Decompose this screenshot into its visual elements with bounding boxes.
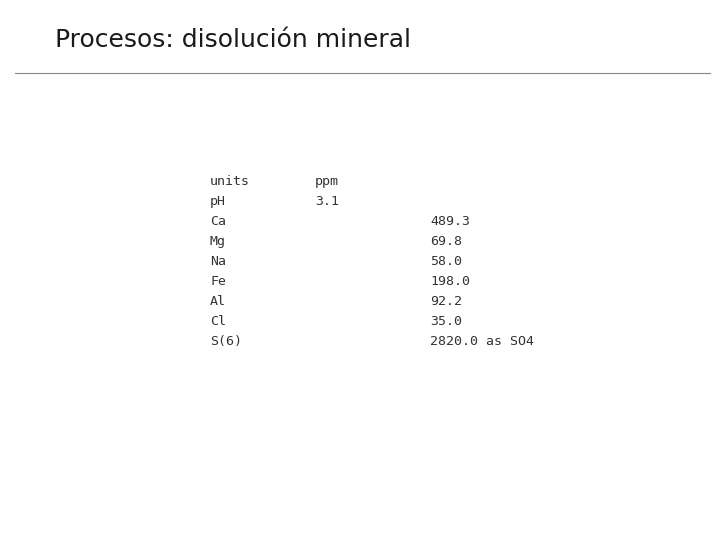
Text: Ca: Ca	[210, 215, 226, 228]
Text: Procesos: disolución mineral: Procesos: disolución mineral	[55, 28, 411, 52]
Text: 3.1: 3.1	[315, 195, 339, 208]
Text: 2820.0 as SO4: 2820.0 as SO4	[430, 335, 534, 348]
Text: Al: Al	[210, 295, 226, 308]
Text: pH: pH	[210, 195, 226, 208]
Text: units: units	[210, 175, 250, 188]
Text: 58.0: 58.0	[430, 255, 462, 268]
Text: 489.3: 489.3	[430, 215, 470, 228]
Text: 92.2: 92.2	[430, 295, 462, 308]
Text: S(6): S(6)	[210, 335, 242, 348]
Text: Fe: Fe	[210, 275, 226, 288]
Text: 198.0: 198.0	[430, 275, 470, 288]
Text: Mg: Mg	[210, 235, 226, 248]
Text: Cl: Cl	[210, 315, 226, 328]
Text: 35.0: 35.0	[430, 315, 462, 328]
Text: Na: Na	[210, 255, 226, 268]
Text: 69.8: 69.8	[430, 235, 462, 248]
Text: ppm: ppm	[315, 175, 339, 188]
